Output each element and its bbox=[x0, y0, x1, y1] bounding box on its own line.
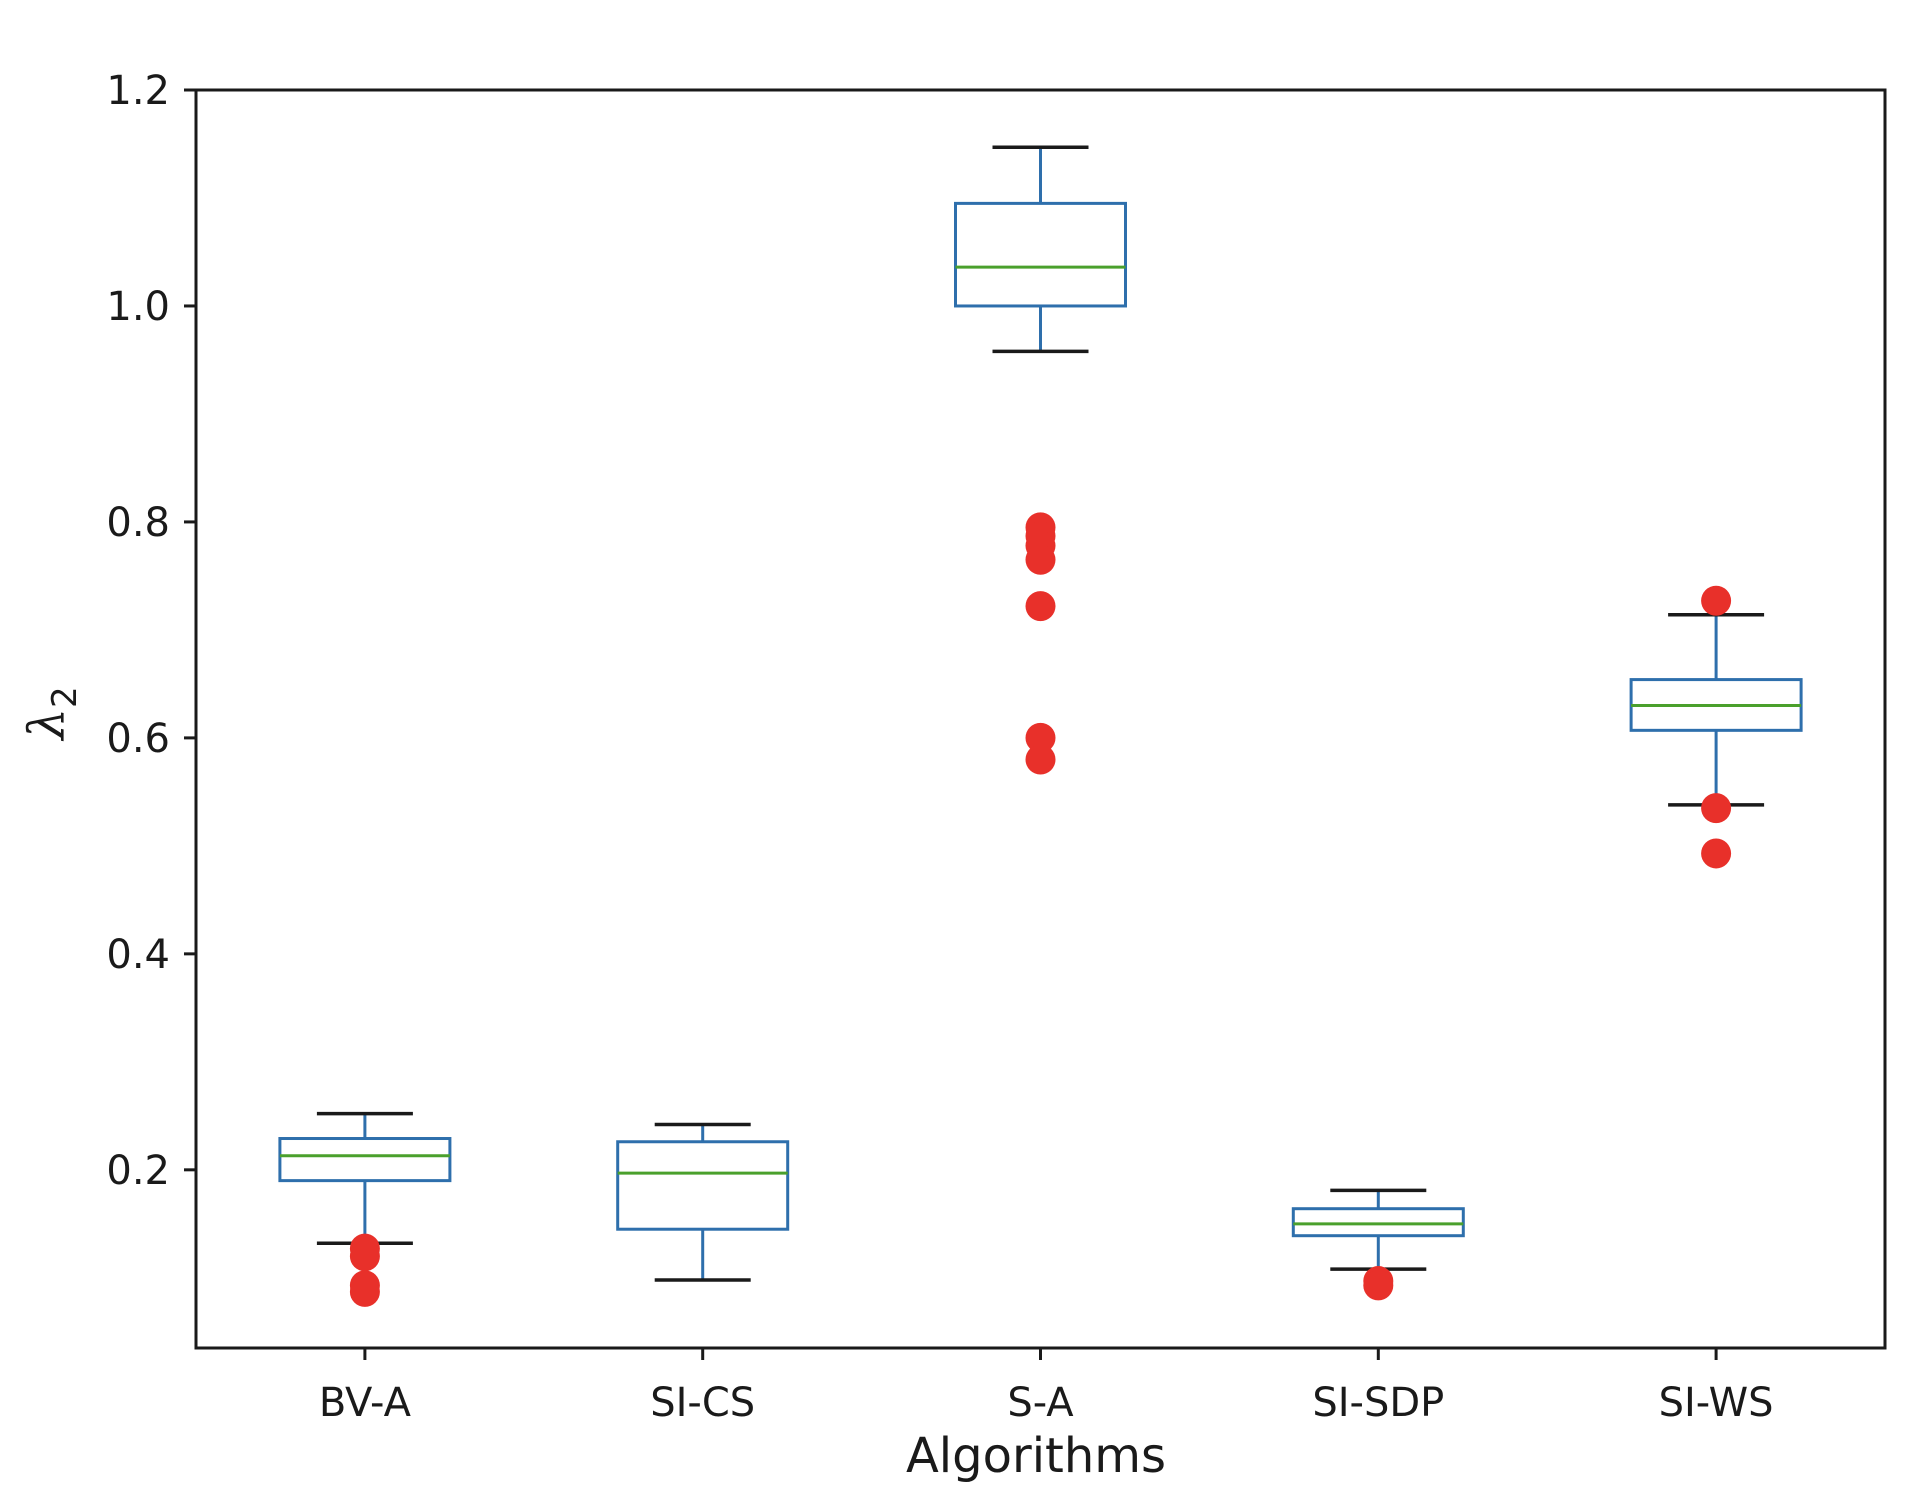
x-tick-label: SI-WS bbox=[1659, 1380, 1774, 1426]
outlier-point bbox=[1701, 793, 1732, 824]
y-axis-subscript: 2 bbox=[45, 686, 85, 708]
x-tick-label: S-A bbox=[1007, 1380, 1074, 1426]
y-tick-label: 0.8 bbox=[106, 500, 170, 546]
x-axis: BV-A SI-CS S-A SI-SDP SI-WS bbox=[319, 1348, 1774, 1426]
box-group bbox=[1629, 585, 1803, 869]
y-tick-label: 0.4 bbox=[106, 932, 170, 978]
y-tick-label: 0.6 bbox=[106, 716, 170, 762]
x-axis-title: Algorithms bbox=[906, 1428, 1166, 1484]
y-tick-label: 1.0 bbox=[106, 284, 170, 330]
y-axis-title: λ2 bbox=[18, 686, 85, 741]
x-tick-label: BV-A bbox=[319, 1380, 412, 1426]
outlier-point bbox=[349, 1241, 380, 1272]
box-group bbox=[616, 1122, 790, 1282]
outlier-point bbox=[1025, 722, 1056, 753]
y-tick-label: 0.2 bbox=[106, 1148, 170, 1194]
y-tick-label: 1.2 bbox=[106, 68, 170, 114]
box-iqr bbox=[1291, 1207, 1465, 1238]
y-axis: 0.2 0.4 0.6 0.8 1.0 1.2 bbox=[106, 68, 196, 1194]
plot-marks bbox=[278, 145, 1803, 1307]
box-group bbox=[278, 1111, 452, 1307]
outlier-point bbox=[349, 1276, 380, 1307]
box-group bbox=[954, 145, 1127, 775]
outlier-point bbox=[1025, 591, 1056, 622]
box-group bbox=[1291, 1188, 1465, 1301]
outlier-point bbox=[1701, 838, 1732, 869]
x-tick-label: SI-SDP bbox=[1312, 1380, 1444, 1426]
outlier-point bbox=[1025, 744, 1056, 775]
outlier-point bbox=[1363, 1270, 1394, 1301]
y-axis-symbol: λ bbox=[18, 708, 76, 742]
outlier-point bbox=[1025, 544, 1056, 575]
box-iqr bbox=[616, 1140, 790, 1231]
outlier-point bbox=[1701, 585, 1732, 616]
box-iqr bbox=[278, 1137, 452, 1183]
box-iqr bbox=[954, 201, 1127, 308]
x-tick-label: SI-CS bbox=[650, 1380, 755, 1426]
